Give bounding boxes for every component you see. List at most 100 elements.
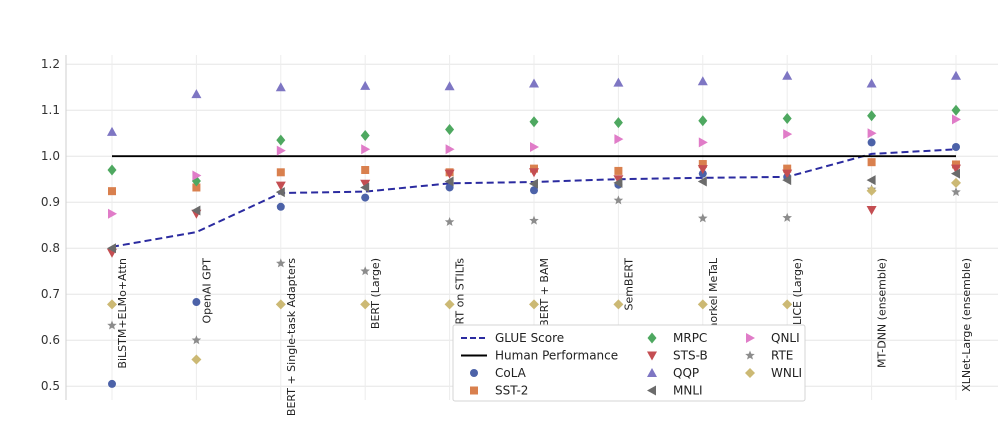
qnli-point xyxy=(192,170,202,181)
mrpc-point xyxy=(529,116,539,128)
qnli-point xyxy=(530,142,539,152)
qqp-point xyxy=(782,70,793,80)
qqp-point xyxy=(951,70,961,80)
cola-point xyxy=(276,202,285,211)
rte-point xyxy=(360,266,370,276)
qnli-point xyxy=(276,145,286,156)
wnli-point xyxy=(697,299,708,310)
category-label: OpenAI GPT xyxy=(200,258,213,324)
wnli-point xyxy=(951,177,961,188)
mnli-point xyxy=(107,243,116,254)
sst-2-point xyxy=(361,166,370,174)
wnli-point xyxy=(613,299,624,310)
qqp-point xyxy=(107,126,117,136)
wnli-point xyxy=(444,299,455,310)
sts-b-point xyxy=(275,181,286,191)
y-tick-labels: 0.5 0.6 0.7 0.8 0.9 1.0 1.1 1.2 xyxy=(41,57,60,393)
category-label: BiLSTM+ELMo+Attn xyxy=(116,258,129,369)
y-tick-label: 0.5 xyxy=(41,379,60,393)
rte-point xyxy=(107,320,117,330)
legend-label: QQP xyxy=(673,366,699,380)
legend: GLUE Score Human Performance CoLA SST-2 MRPC… xyxy=(452,324,806,402)
sst-2-point xyxy=(867,158,876,167)
cola-point xyxy=(192,298,201,307)
y-tick-label: 1.1 xyxy=(41,103,60,117)
rte-point xyxy=(444,216,455,227)
legend-swatch xyxy=(746,333,755,343)
legend-label: Human Performance xyxy=(495,349,618,363)
category-label: BERT (Large) xyxy=(369,258,382,329)
sts-b-point xyxy=(866,206,877,216)
legend-swatch xyxy=(745,350,755,360)
legend-label: GLUE Score xyxy=(495,331,564,345)
mnli-point xyxy=(951,168,960,179)
qnli-point xyxy=(952,114,961,125)
qqp-point xyxy=(529,78,539,88)
legend-box xyxy=(452,324,806,402)
mrpc-point xyxy=(107,164,117,176)
category-label: BERT on STILTs xyxy=(454,258,467,339)
legend-swatch xyxy=(470,386,478,395)
legend-label: QNLI xyxy=(771,331,800,345)
category-label: BERT + BAM xyxy=(538,258,551,327)
wnli-point xyxy=(107,299,117,310)
legend-swatch xyxy=(647,351,657,361)
qnli-point xyxy=(445,144,455,155)
wnli-point xyxy=(191,354,202,365)
qqp-point xyxy=(444,81,455,91)
sts-b-point xyxy=(782,169,793,179)
qqp-point xyxy=(275,82,286,92)
sts-b-point xyxy=(529,168,539,178)
legend-label: SST-2 xyxy=(495,384,528,398)
rte-point xyxy=(782,212,792,222)
category-label: SemBERT xyxy=(622,258,635,311)
rte-point xyxy=(276,258,286,268)
legend-swatch xyxy=(647,332,657,344)
mrpc-point xyxy=(867,110,877,122)
legend-label: WNLI xyxy=(771,366,802,380)
y-tick-label: 0.7 xyxy=(41,287,60,301)
mnli-point xyxy=(697,176,707,187)
qnli-point xyxy=(783,129,793,140)
legend-swatch xyxy=(470,369,478,377)
rte-point xyxy=(698,213,708,223)
rte-point xyxy=(951,187,961,197)
category-label: ALICE (Large) xyxy=(791,258,804,333)
cola-point xyxy=(952,143,960,151)
sts-b-point xyxy=(697,165,708,175)
cola-point xyxy=(530,186,538,195)
sst-2-point xyxy=(783,164,792,173)
legend-label: CoLA xyxy=(495,366,527,380)
mrpc-point xyxy=(360,130,370,141)
qnli-point xyxy=(108,208,117,219)
wnli-point xyxy=(360,299,371,310)
sst-2-point xyxy=(698,160,707,169)
qnli-point xyxy=(867,128,877,139)
legend-swatch xyxy=(647,368,657,377)
y-tick-label: 0.6 xyxy=(41,333,60,347)
wnli-point xyxy=(866,185,877,196)
legend-swatch xyxy=(745,368,755,378)
mnli-point xyxy=(613,177,623,188)
mrpc-point xyxy=(445,124,455,136)
sst-2-point xyxy=(192,183,201,192)
cola-point xyxy=(108,379,116,388)
mnli-point xyxy=(782,175,792,186)
cola-point xyxy=(361,193,370,202)
sst-2-point xyxy=(952,160,960,169)
y-tick-label: 1.0 xyxy=(41,149,60,163)
wnli-point xyxy=(529,299,539,310)
qqp-point xyxy=(866,78,877,88)
qnli-point xyxy=(698,137,708,148)
wnli-point xyxy=(782,299,793,310)
legend-label: RTE xyxy=(771,349,793,363)
y-tick-label: 1.2 xyxy=(41,57,60,71)
mrpc-point xyxy=(276,134,286,146)
qqp-point xyxy=(360,80,371,90)
mrpc-point xyxy=(951,104,961,116)
qqp-point xyxy=(697,76,708,86)
rte-point xyxy=(191,335,202,345)
mnli-point xyxy=(866,175,876,186)
sts-b-point xyxy=(951,164,961,174)
